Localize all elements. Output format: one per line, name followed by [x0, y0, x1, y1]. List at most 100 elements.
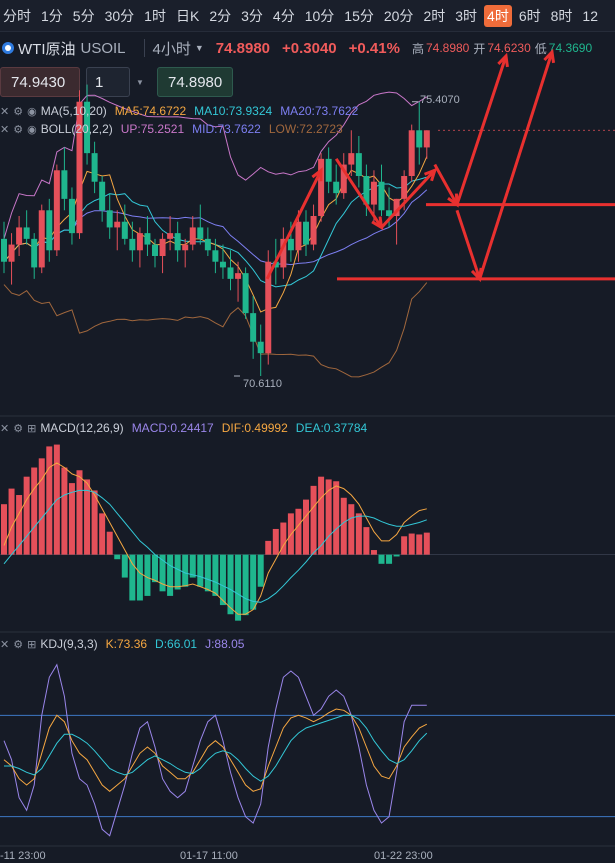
close-icon[interactable]: ✕	[0, 638, 10, 651]
macd-bar	[408, 533, 415, 555]
candle	[242, 273, 249, 314]
timeframe-10[interactable]: 15分	[344, 7, 374, 24]
candle	[370, 181, 377, 205]
macd-bar	[242, 554, 249, 616]
macd-bar	[318, 476, 325, 555]
ma5-value: MA5:74.6722	[114, 104, 187, 118]
macd-bar	[227, 554, 234, 615]
ma10-value: MA10:73.9324	[194, 104, 273, 118]
settings-icon[interactable]: ⚙	[13, 638, 24, 651]
macd-legend: ✕ ⚙ ⊞ MACD(12,26,9) MACD:0.24417 DIF:0.4…	[0, 420, 375, 436]
candle	[182, 244, 189, 251]
candle	[121, 221, 128, 239]
timeframe-8[interactable]: 4分	[272, 7, 295, 24]
low-label: 低	[534, 41, 547, 56]
candle	[227, 267, 234, 279]
timeframe-16[interactable]: 8时	[550, 7, 573, 24]
timeframe-11[interactable]: 20分	[383, 7, 414, 24]
eye-icon[interactable]: ◉	[27, 105, 37, 118]
settings-icon[interactable]: ⚙	[13, 123, 24, 136]
close-icon[interactable]: ✕	[0, 123, 10, 136]
timeframe-3[interactable]: 30分	[104, 7, 135, 24]
candle	[1, 238, 7, 262]
dif-value: DIF:0.49992	[221, 421, 288, 435]
j-line	[3, 663, 427, 837]
settings-icon[interactable]: ⚙	[13, 422, 24, 435]
macd-bar	[295, 508, 302, 555]
macd-bar	[348, 504, 355, 555]
chevron-down-icon[interactable]: ▼	[194, 43, 204, 53]
candle	[250, 313, 257, 342]
candle	[401, 176, 408, 199]
candle	[378, 181, 385, 211]
candle	[310, 216, 317, 245]
symbol-code[interactable]: USOIL	[80, 39, 126, 57]
eye-icon[interactable]: ◉	[27, 123, 37, 136]
macd-bar	[310, 485, 317, 555]
timeframe-bar: 分时 1分 5分 30分 1时 日K 2分 3分 4分 10分 15分 20分 2时 3时 4时 6时 8时 12	[0, 0, 615, 32]
symbol-logo-icon	[2, 42, 14, 54]
timeframe-12[interactable]: 2时	[423, 7, 446, 24]
boll-lower-line	[3, 282, 428, 378]
macd-bar	[99, 513, 106, 555]
timeframe-6[interactable]: 2分	[209, 7, 232, 24]
macd-bar	[235, 554, 242, 621]
arrow-up-1	[265, 169, 323, 280]
macd-bar	[167, 554, 174, 596]
timeframe-4[interactable]: 1时	[144, 7, 166, 24]
arrow-down-1	[334, 158, 383, 229]
macd-bar	[46, 446, 53, 555]
candle	[46, 210, 53, 251]
candle	[280, 238, 287, 268]
macd-bar	[31, 467, 38, 555]
low-value: 74.3690	[548, 41, 593, 55]
macd-bar	[182, 554, 189, 587]
macd-bar	[333, 481, 340, 555]
chevron-down-icon[interactable]: ▼	[136, 78, 144, 87]
d-line	[4, 714, 428, 782]
timeframe-13[interactable]: 3时	[455, 7, 478, 24]
macd-bar	[136, 554, 143, 601]
timeframe-17[interactable]: 12	[582, 7, 598, 24]
candle	[167, 233, 174, 239]
dif-line	[3, 462, 427, 615]
macd-bar	[423, 532, 430, 555]
arrow-up-3	[455, 55, 508, 206]
high-label: 高	[411, 41, 424, 56]
timeframe-0[interactable]: 分时	[3, 7, 31, 24]
timeframe-1[interactable]: 1分	[41, 7, 63, 24]
sell-price-button[interactable]: 74.9430	[0, 67, 80, 97]
timeframe-2[interactable]: 5分	[72, 7, 95, 24]
timeframe-9[interactable]: 10分	[304, 7, 335, 24]
timeframe-5[interactable]: 日K	[175, 7, 200, 24]
candle	[204, 238, 211, 251]
timeframe-7[interactable]: 3分	[241, 7, 263, 24]
candle	[68, 198, 75, 234]
timeframe-14[interactable]: 4时	[484, 4, 512, 27]
add-icon[interactable]: ⊞	[27, 638, 37, 651]
macd-bar	[280, 522, 287, 555]
close-icon[interactable]: ✕	[0, 105, 10, 118]
timeframe-15[interactable]: 6时	[518, 7, 541, 24]
quantity-input[interactable]: 1	[86, 67, 130, 97]
arrow-up-4	[478, 51, 554, 280]
buy-price-button[interactable]: 74.8980	[157, 67, 233, 97]
boll-upper-line	[3, 91, 428, 240]
macd-bar	[363, 527, 370, 555]
candle	[348, 153, 355, 165]
x-axis-label: -11 23:00	[0, 850, 46, 862]
add-icon[interactable]: ⊞	[27, 422, 37, 435]
macd-bar	[265, 540, 272, 555]
macd-bar	[325, 479, 332, 555]
kdj-legend: ✕ ⚙ ⊞ KDJ(9,3,3) K:73.36 D:66.01 J:88.05	[0, 636, 252, 652]
close-icon[interactable]: ✕	[0, 422, 10, 435]
symbol-name[interactable]: WTI原油	[18, 40, 76, 58]
dea-line	[3, 489, 427, 603]
candle	[23, 227, 30, 239]
settings-icon[interactable]: ⚙	[13, 105, 24, 118]
macd-bar	[152, 554, 158, 583]
high-value: 74.8980	[425, 41, 470, 55]
period-selector[interactable]: 4小时	[152, 40, 191, 58]
candle	[99, 181, 106, 211]
